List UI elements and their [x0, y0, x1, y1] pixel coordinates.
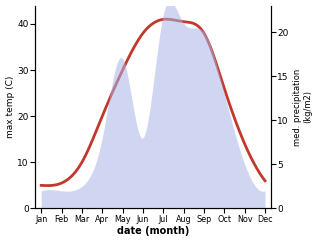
Y-axis label: max temp (C): max temp (C) [5, 76, 15, 138]
X-axis label: date (month): date (month) [117, 227, 189, 236]
Y-axis label: med. precipitation
(kg/m2): med. precipitation (kg/m2) [293, 68, 313, 146]
